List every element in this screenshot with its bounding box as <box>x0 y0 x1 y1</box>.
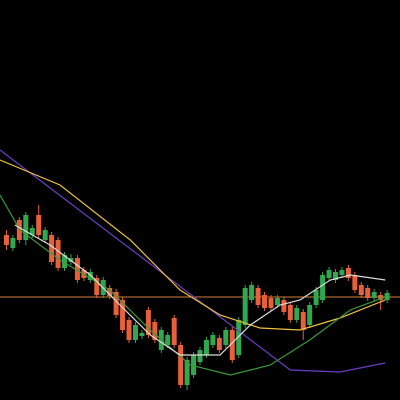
candle-body <box>10 238 16 248</box>
candle-body <box>3 235 9 245</box>
moving-average-line <box>0 194 386 376</box>
candle-body <box>94 278 100 295</box>
candle-body <box>326 270 332 278</box>
candle-body <box>74 258 80 280</box>
candle-body <box>36 215 42 235</box>
candle-body <box>197 350 203 362</box>
candle-body <box>87 272 93 280</box>
candle-body <box>210 335 216 345</box>
candle-body <box>107 288 113 296</box>
candle-body <box>384 293 390 300</box>
candle-body <box>23 215 29 240</box>
candle-body <box>274 298 280 305</box>
candle-body <box>268 298 274 308</box>
candle-body <box>55 240 61 268</box>
candle-body <box>352 275 358 290</box>
candle-body <box>255 288 261 305</box>
candle-body <box>358 285 364 295</box>
candle-body <box>339 270 345 275</box>
candle-body <box>165 335 171 345</box>
moving-average-line <box>0 149 386 373</box>
candle-body <box>313 290 319 305</box>
moving-average-line <box>14 224 386 356</box>
candle-body <box>378 295 384 300</box>
candle-body <box>132 325 138 340</box>
candle-body <box>216 338 222 350</box>
candle-body <box>365 288 371 298</box>
candle-body <box>120 300 126 330</box>
moving-average-line <box>0 159 386 331</box>
candle-body <box>42 230 48 240</box>
candle-body <box>191 355 197 375</box>
candle-body <box>203 340 209 355</box>
candle-body <box>371 292 377 298</box>
candle-body <box>281 300 287 312</box>
candle-body <box>332 272 338 280</box>
candle-body <box>152 322 158 340</box>
candle-body <box>62 255 68 268</box>
candle-body <box>307 305 313 325</box>
candle-body <box>113 292 119 315</box>
candle-body <box>145 310 151 335</box>
candle-body <box>126 320 132 340</box>
candle-body <box>229 330 235 360</box>
candle-body <box>249 285 255 300</box>
candle-body <box>184 360 190 385</box>
candle-body <box>178 345 184 385</box>
candle-body <box>223 330 229 345</box>
candle-body <box>320 275 326 300</box>
candle-body <box>287 305 293 320</box>
candle-body <box>236 320 242 355</box>
candle-body <box>29 228 35 235</box>
candle-body <box>294 308 300 320</box>
candle-body <box>345 268 351 278</box>
candle-body <box>242 288 248 325</box>
candle-body <box>139 333 145 336</box>
candle-body <box>171 318 177 345</box>
candle-body <box>262 295 268 308</box>
candle-body <box>49 235 55 262</box>
candle-body <box>300 312 306 330</box>
